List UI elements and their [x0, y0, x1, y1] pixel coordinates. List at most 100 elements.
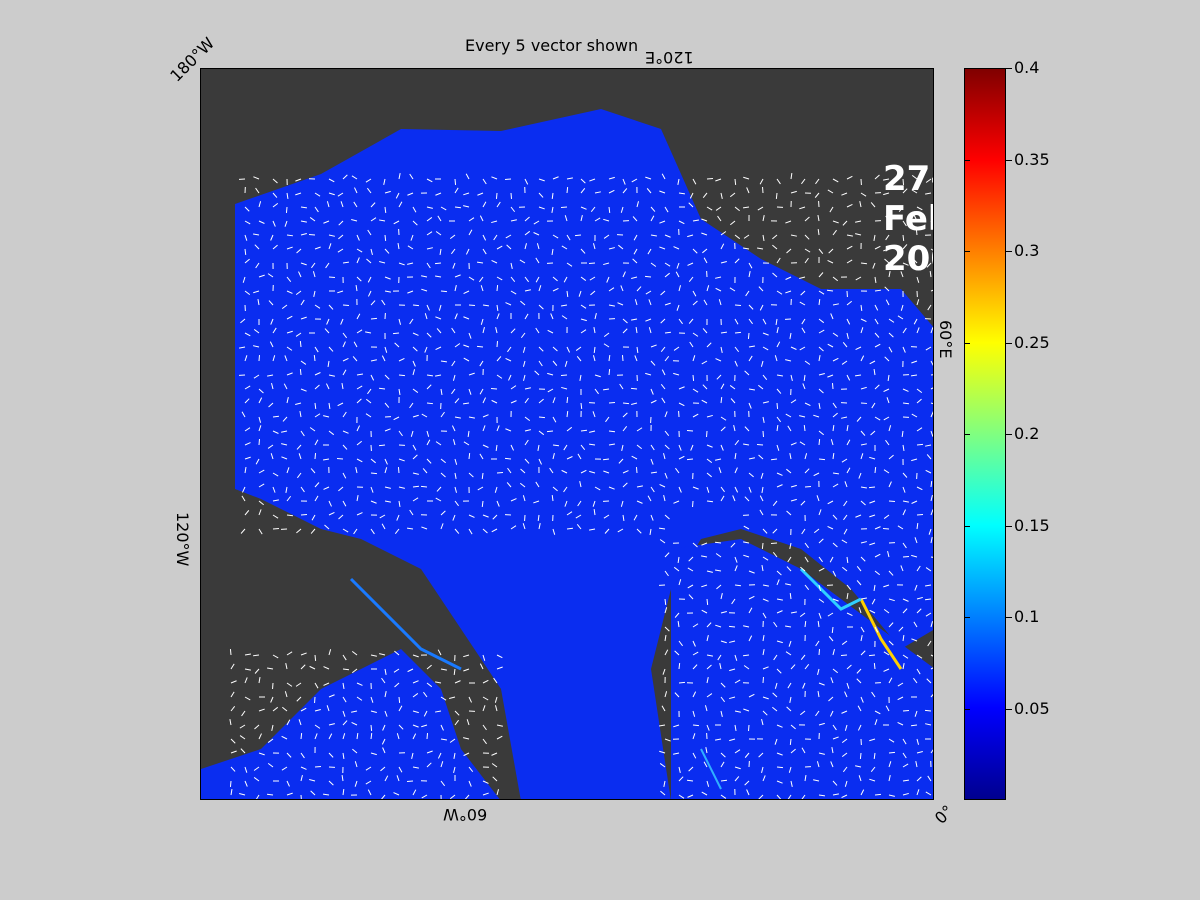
motion-vector	[888, 481, 892, 488]
motion-vector	[603, 514, 610, 519]
colorbar-tick	[964, 68, 970, 69]
motion-vector	[272, 327, 277, 334]
motion-vector	[930, 411, 933, 418]
motion-vector	[927, 304, 932, 311]
motion-vector	[869, 456, 876, 460]
motion-vector	[926, 454, 932, 460]
motion-vector	[631, 178, 638, 183]
motion-vector	[855, 233, 862, 236]
motion-vector	[734, 258, 740, 264]
motion-vector	[546, 430, 554, 433]
motion-vector	[617, 528, 624, 533]
motion-vector	[785, 651, 792, 656]
motion-vector	[426, 762, 432, 768]
motion-vector	[482, 724, 487, 731]
motion-vector	[381, 738, 386, 745]
motion-vector	[776, 327, 779, 334]
motion-vector	[800, 710, 806, 716]
motion-vector	[776, 598, 783, 601]
motion-vector	[646, 188, 652, 194]
motion-vector	[255, 262, 260, 269]
motion-vector	[743, 665, 750, 670]
motion-vector	[342, 752, 345, 760]
motion-vector	[720, 331, 728, 334]
motion-vector	[692, 691, 697, 698]
motion-vector	[449, 234, 456, 240]
motion-vector	[449, 696, 456, 700]
motion-vector	[437, 752, 442, 759]
motion-vector	[790, 346, 797, 350]
motion-vector	[580, 429, 588, 432]
motion-vector	[580, 188, 586, 194]
motion-vector	[832, 220, 839, 224]
motion-vector	[440, 458, 446, 464]
motion-vector	[860, 597, 867, 600]
motion-vector	[352, 356, 358, 362]
colorbar-tick-label: 0.4	[1014, 58, 1040, 77]
motion-vector	[874, 626, 879, 633]
motion-vector	[692, 413, 699, 418]
motion-vector	[857, 724, 862, 731]
motion-vector	[673, 346, 680, 351]
motion-vector	[490, 387, 498, 390]
motion-vector	[916, 486, 923, 491]
motion-vector	[844, 481, 848, 488]
motion-vector	[841, 192, 848, 196]
motion-vector	[244, 385, 251, 390]
motion-vector	[926, 262, 932, 268]
motion-vector	[874, 304, 879, 311]
motion-vector	[789, 453, 792, 460]
motion-vector	[817, 668, 820, 675]
motion-vector	[608, 206, 611, 214]
motion-vector	[367, 276, 372, 283]
motion-vector	[745, 290, 750, 297]
motion-vector	[356, 234, 360, 241]
motion-vector	[618, 458, 624, 464]
motion-vector	[846, 332, 849, 339]
motion-vector	[370, 359, 377, 362]
motion-vector	[715, 458, 722, 461]
motion-vector	[365, 178, 372, 183]
motion-vector	[421, 275, 428, 278]
motion-vector	[620, 500, 624, 507]
motion-vector	[411, 752, 414, 759]
motion-vector	[717, 654, 722, 661]
motion-vector	[283, 383, 288, 390]
motion-vector	[239, 735, 246, 740]
motion-vector	[258, 397, 263, 404]
motion-vector	[663, 780, 666, 787]
motion-vector	[454, 719, 460, 726]
motion-vector	[272, 355, 276, 362]
motion-vector	[828, 696, 834, 702]
motion-vector	[902, 509, 906, 516]
motion-vector	[831, 382, 834, 390]
motion-vector	[434, 262, 442, 265]
motion-vector	[326, 705, 330, 712]
motion-vector	[477, 486, 484, 491]
motion-vector	[407, 245, 414, 250]
motion-vector	[788, 766, 792, 773]
motion-vector	[869, 542, 876, 546]
motion-vector	[930, 621, 933, 628]
plot-title: Every 5 vector shown	[465, 36, 639, 55]
motion-vector	[801, 318, 806, 325]
motion-vector	[468, 528, 473, 535]
motion-vector	[804, 402, 811, 407]
motion-vector	[449, 794, 456, 799]
motion-vector	[328, 374, 335, 377]
motion-vector	[832, 424, 835, 432]
motion-vector	[776, 780, 783, 784]
motion-vector	[537, 514, 540, 522]
motion-vector	[815, 710, 820, 717]
motion-vector	[393, 668, 400, 673]
motion-vector	[592, 243, 596, 250]
motion-vector	[342, 733, 346, 740]
motion-vector	[398, 357, 405, 362]
motion-vector	[757, 247, 764, 250]
motion-vector	[911, 500, 918, 504]
motion-vector	[673, 246, 680, 250]
lon-label-120w: 120°W	[173, 512, 192, 567]
motion-vector	[913, 318, 918, 325]
motion-vector	[272, 706, 279, 712]
motion-vector	[846, 467, 851, 474]
